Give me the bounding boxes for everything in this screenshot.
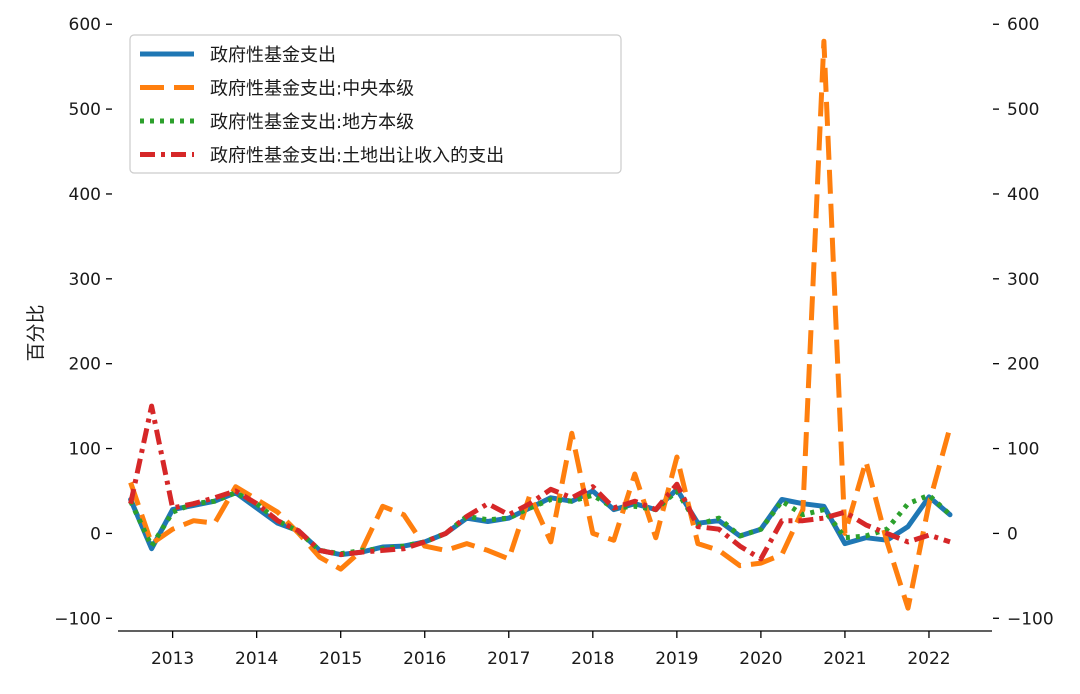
series-line-4 xyxy=(128,403,951,562)
right-y-tick-label: −100 xyxy=(1007,609,1054,629)
left-y-axis: −100 0 100 200 300 400 500 600 xyxy=(54,15,112,629)
left-y-tick-label: 500 xyxy=(69,100,101,120)
left-y-tick-label: 600 xyxy=(69,15,101,35)
legend-label: 政府性基金支出:中央本级 xyxy=(210,79,414,100)
left-y-tick-label: −100 xyxy=(54,609,101,629)
x-tick-label: 2021 xyxy=(823,649,866,669)
x-tick-label: 2015 xyxy=(319,649,362,669)
series-line-2 xyxy=(128,38,953,611)
right-y-tick-label: 500 xyxy=(1007,100,1039,120)
right-y-tick-label: 300 xyxy=(1007,270,1039,290)
legend-label: 政府性基金支出:土地出让收入的支出 xyxy=(210,146,504,167)
x-tick-label: 2017 xyxy=(487,649,530,669)
series-layer xyxy=(128,38,953,611)
right-y-tick-label: 200 xyxy=(1007,355,1039,375)
left-y-tick-label: 300 xyxy=(69,270,101,290)
x-tick-label: 2019 xyxy=(655,649,698,669)
legend-box xyxy=(129,34,622,174)
x-tick-label: 2020 xyxy=(739,649,782,669)
left-y-tick-label: 200 xyxy=(69,355,101,375)
legend-label: 政府性基金支出:地方本级 xyxy=(210,112,414,133)
x-tick-label: 2013 xyxy=(151,649,194,669)
x-tick-label: 2014 xyxy=(235,649,278,669)
x-tick-label: 2022 xyxy=(907,649,950,669)
x-tick-label: 2016 xyxy=(403,649,446,669)
x-axis: 2013 2014 2015 2016 2017 2018 2019 2020 2021 2022 xyxy=(151,631,951,669)
right-y-tick-label: 0 xyxy=(1007,524,1018,544)
left-y-tick-label: 100 xyxy=(69,440,101,460)
left-y-tick-label: 400 xyxy=(69,185,101,205)
left-y-tick-label: 0 xyxy=(90,524,101,544)
legend-label: 政府性基金支出 xyxy=(210,45,336,66)
y-axis-label: 百分比 xyxy=(25,304,47,361)
right-y-tick-label: 400 xyxy=(1007,185,1039,205)
series-line-3 xyxy=(128,488,952,557)
legend: 政府性基金支出政府性基金支出:中央本级政府性基金支出:地方本级政府性基金支出:土… xyxy=(129,34,622,174)
right-y-tick-label: 600 xyxy=(1007,15,1039,35)
x-tick-label: 2018 xyxy=(571,649,614,669)
right-y-axis: −100 0 100 200 300 400 500 600 xyxy=(993,15,1054,629)
right-y-tick-label: 100 xyxy=(1007,440,1039,460)
